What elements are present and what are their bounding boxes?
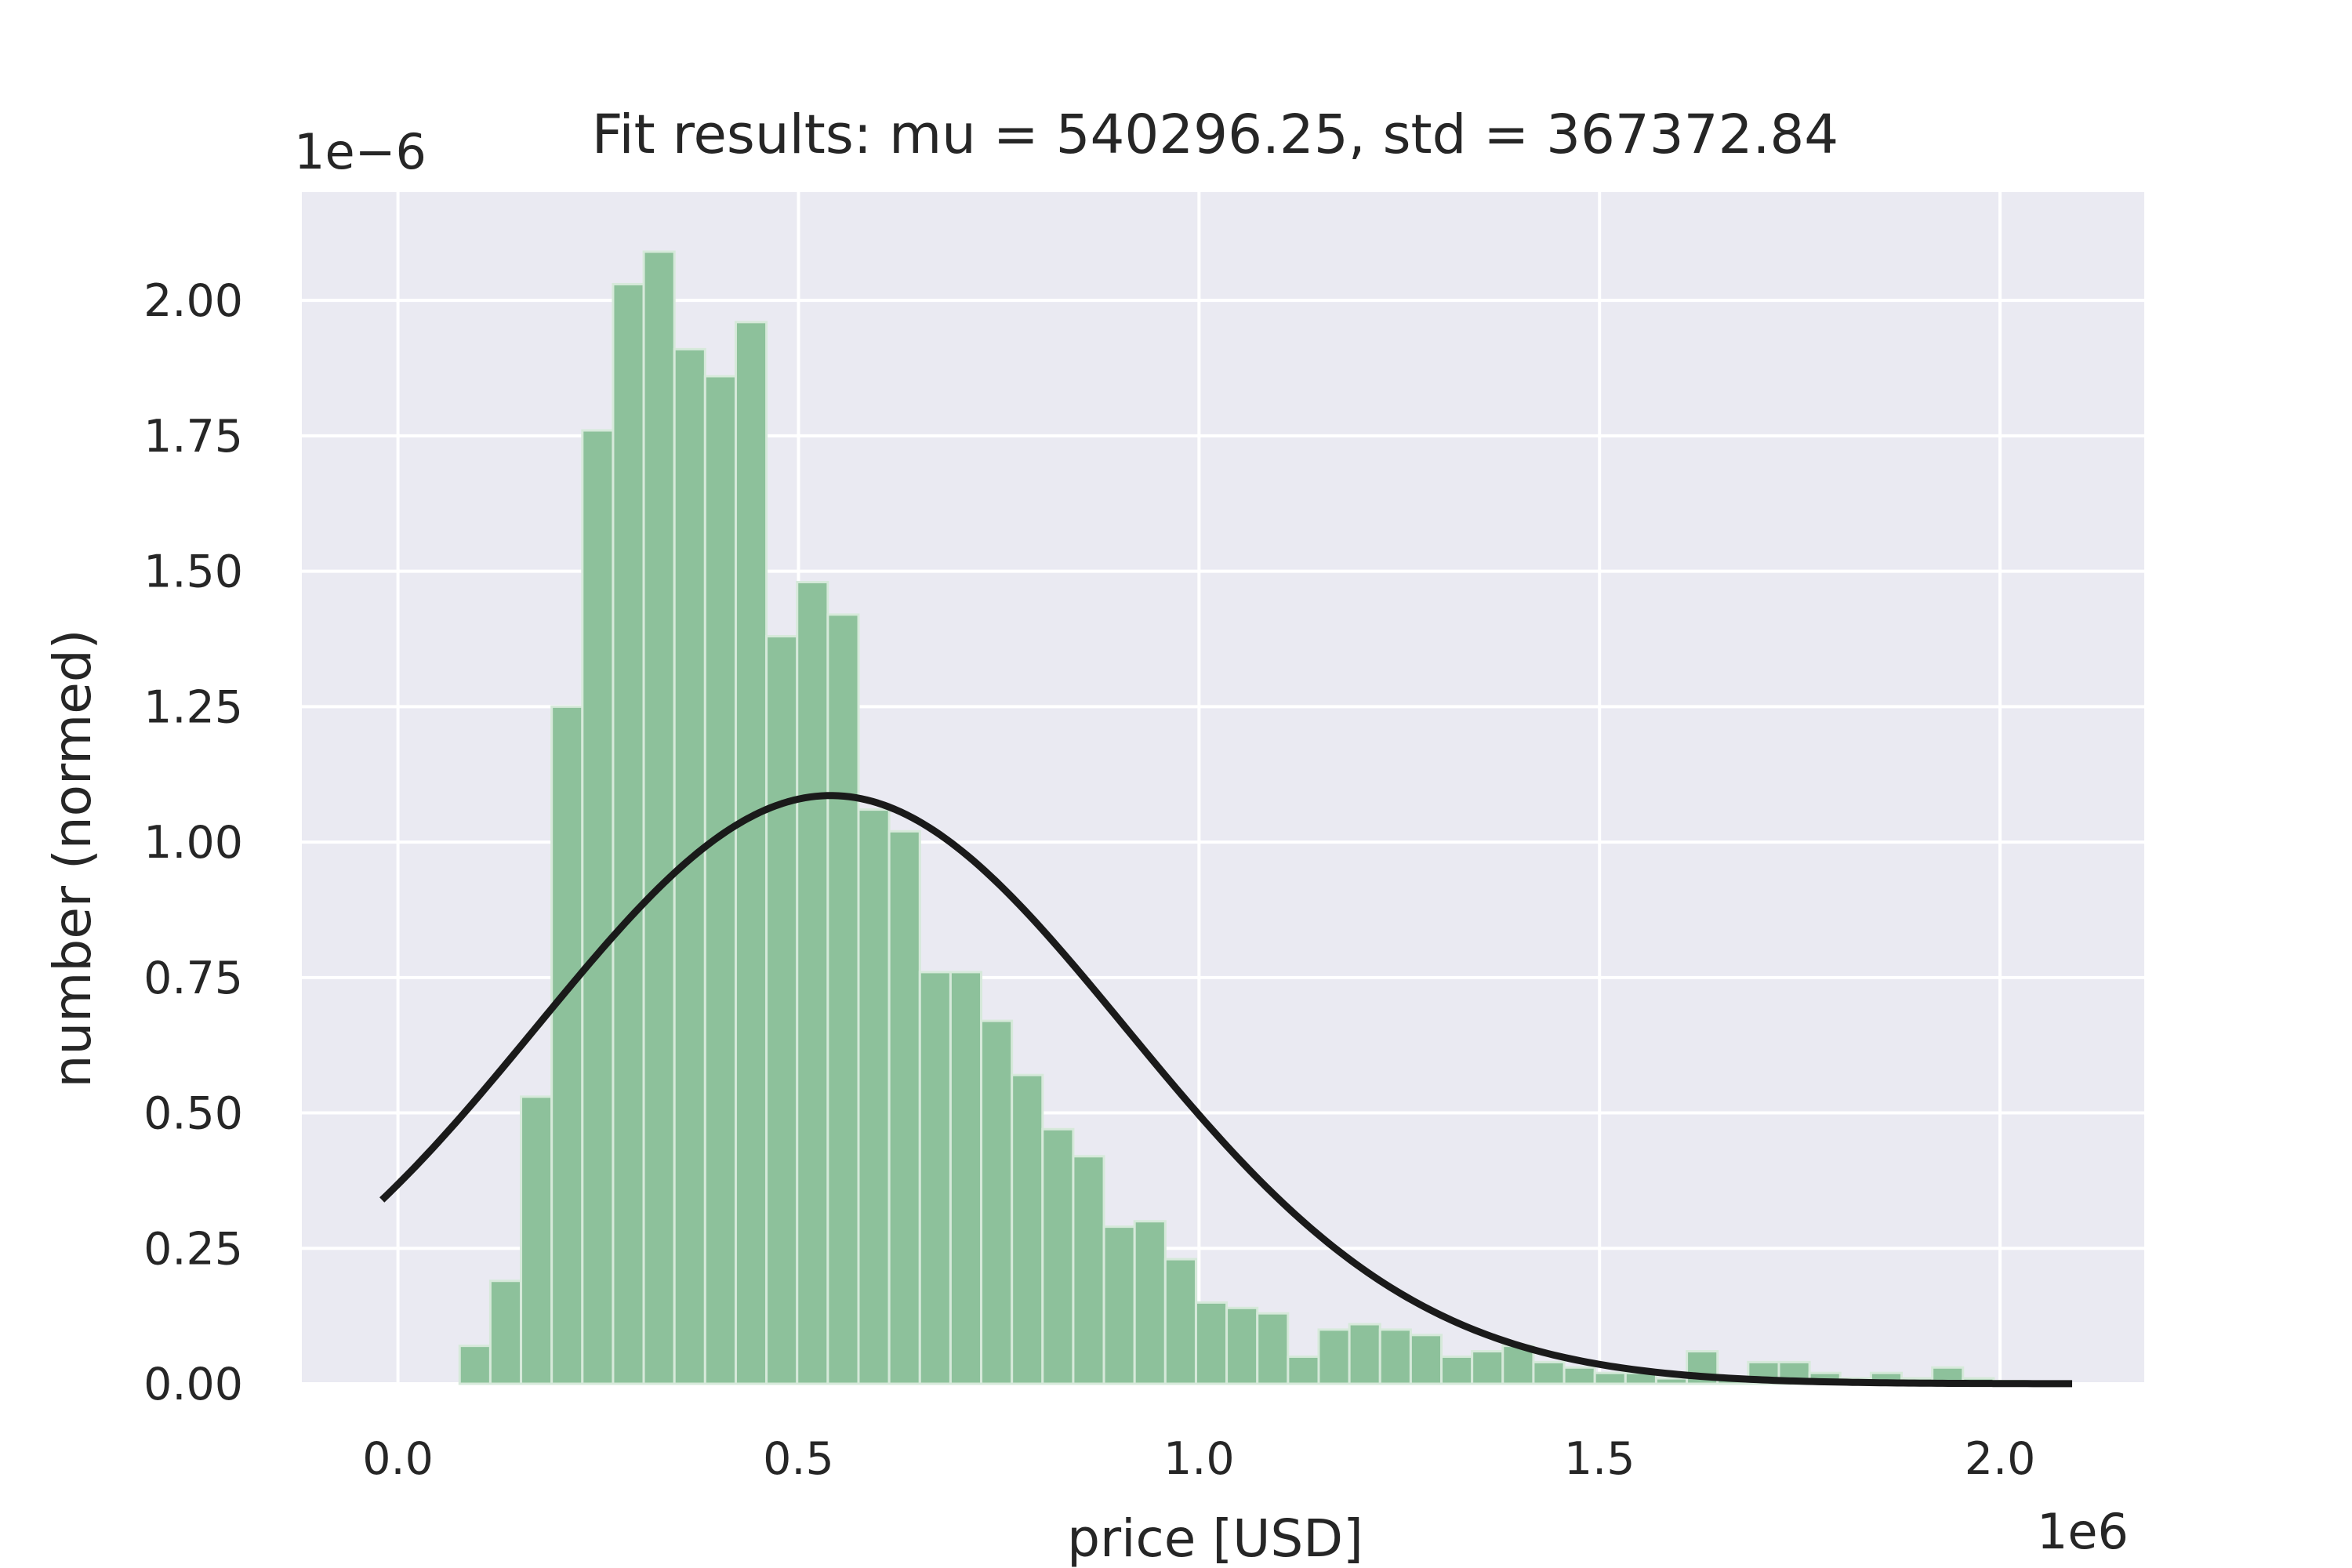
histogram-bar [765, 635, 799, 1385]
histogram-bar [1440, 1355, 1474, 1385]
fit-curve-layer [379, 792, 2073, 1388]
x-tick-label: 1.5 [1564, 1433, 1635, 1485]
x-tick-labels: 0.0 0.5 1.0 1.5 2.0 [362, 1433, 2035, 1485]
y-axis-label: number (normed) [42, 629, 103, 1087]
histogram-bar [1471, 1350, 1504, 1385]
histogram-bar [1593, 1371, 1627, 1385]
histogram-bar [918, 971, 952, 1385]
y-tick-label: 1.00 [143, 817, 243, 869]
x-tick-label: 1.0 [1163, 1433, 1235, 1485]
histogram-bar [1287, 1355, 1320, 1385]
histogram-bar [857, 808, 891, 1385]
histogram-bar [1072, 1155, 1105, 1385]
y-tick-labels: 0.00 0.25 0.50 0.75 1.00 1.25 1.50 1.75 2.00 [143, 275, 243, 1410]
histogram-bars [458, 250, 2026, 1385]
x-offset-label: 1e6 [2037, 1503, 2129, 1560]
histogram-bar [796, 580, 829, 1385]
histogram-bar [1102, 1225, 1136, 1385]
histogram-bar [458, 1345, 492, 1385]
histogram-bar [642, 250, 676, 1385]
histogram-bar [581, 429, 615, 1385]
histogram-bar [734, 321, 768, 1385]
y-tick-label: 2.00 [143, 275, 243, 327]
histogram-bar [1348, 1323, 1381, 1385]
histogram-bar [488, 1279, 523, 1385]
histogram-bar [1378, 1328, 1412, 1385]
histogram-bar [887, 829, 921, 1385]
histogram-bar [1225, 1306, 1259, 1385]
normal-fit-curve [379, 792, 2073, 1388]
histogram-bar [1654, 1377, 1689, 1385]
histogram-bar [1256, 1312, 1290, 1385]
y-tick-label: 0.25 [143, 1223, 243, 1275]
y-tick-label: 0.00 [143, 1359, 243, 1410]
histogram-bar [1133, 1220, 1167, 1385]
histogram-bar [1563, 1366, 1596, 1385]
histogram-bar [1194, 1301, 1229, 1385]
y-tick-label: 1.50 [143, 546, 243, 598]
histogram-bar [1163, 1258, 1197, 1385]
x-tick-label: 0.5 [763, 1433, 834, 1485]
histogram-bar [949, 971, 983, 1385]
x-tick-label: 2.0 [1965, 1433, 2036, 1485]
x-axis-label: price [USD] [1067, 1508, 1363, 1568]
y-offset-label: 1e−6 [294, 123, 426, 180]
histogram-bar [1041, 1127, 1075, 1385]
x-tick-label: 0.0 [362, 1433, 434, 1485]
histogram-bar [520, 1095, 554, 1385]
y-tick-label: 0.50 [143, 1088, 243, 1140]
y-tick-label: 1.25 [143, 681, 243, 733]
histogram-bar [550, 705, 584, 1385]
histogram-bar [980, 1019, 1014, 1385]
histogram-bar [703, 375, 737, 1385]
histogram-bar [1317, 1328, 1351, 1385]
chart-title: Fit results: mu = 540296.25, std = 36737… [592, 103, 1838, 166]
histogram-bar [1409, 1334, 1443, 1385]
histogram-bar [826, 613, 860, 1385]
histogram-bar [1011, 1073, 1044, 1385]
y-tick-label: 0.75 [143, 953, 243, 1004]
histogram-bar [612, 282, 645, 1385]
y-tick-label: 1.75 [143, 411, 243, 463]
histogram-bar [1532, 1360, 1566, 1385]
